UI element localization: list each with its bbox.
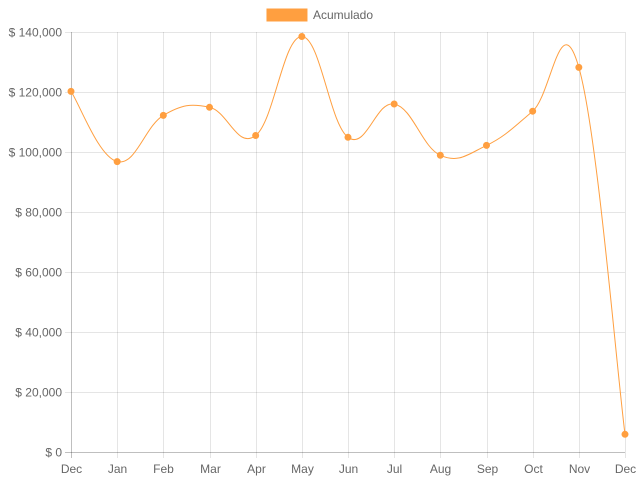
grid <box>65 32 626 458</box>
legend[interactable]: Acumulado <box>266 8 373 22</box>
data-point[interactable] <box>436 151 444 159</box>
x-tick-label: Oct <box>524 462 543 476</box>
y-tick-label: $ 80,000 <box>15 206 62 220</box>
x-tick-label: Nov <box>569 462 590 476</box>
x-tick-label: Sep <box>477 462 499 476</box>
data-point[interactable] <box>483 141 490 149</box>
x-tick-label: Jun <box>339 462 358 476</box>
data-point[interactable] <box>344 133 352 141</box>
x-tick-label: Mar <box>200 462 221 476</box>
data-point[interactable] <box>575 63 583 71</box>
data-point[interactable] <box>621 430 629 438</box>
x-tick-label: Aug <box>430 462 451 476</box>
axes: $ 0 $ 20,000 $ 40,000 $ 60,000 $ 80,000 $ 100… <box>9 26 637 477</box>
y-tick-label: $ 60,000 <box>15 266 62 280</box>
x-tick-label: Jan <box>108 462 127 476</box>
data-point[interactable] <box>252 132 260 139</box>
legend-swatch[interactable] <box>266 8 308 22</box>
series-line-acumulado <box>70 35 626 435</box>
x-tick-label: Dec <box>615 462 636 476</box>
x-tick-label: Dec <box>61 462 82 476</box>
data-point[interactable] <box>113 158 121 166</box>
y-tick-label: $ 140,000 <box>9 26 63 40</box>
x-tick-label: May <box>291 462 314 476</box>
legend-label[interactable]: Acumulado <box>313 8 373 22</box>
y-tick-label: $ 0 <box>45 446 62 460</box>
x-tick-label: Jul <box>387 462 402 476</box>
data-point[interactable] <box>298 33 306 40</box>
x-tick-label: Apr <box>247 462 266 476</box>
x-tick-label: Feb <box>153 462 174 476</box>
y-tick-label: $ 40,000 <box>15 326 62 340</box>
series-layer <box>67 33 629 438</box>
data-point[interactable] <box>206 103 213 111</box>
y-tick-label: $ 100,000 <box>9 146 63 160</box>
y-tick-label: $ 20,000 <box>15 386 62 400</box>
data-point[interactable] <box>67 87 75 95</box>
data-point[interactable] <box>529 107 537 115</box>
y-tick-label: $ 120,000 <box>9 86 63 100</box>
data-point[interactable] <box>390 100 398 108</box>
data-point[interactable] <box>159 111 167 119</box>
